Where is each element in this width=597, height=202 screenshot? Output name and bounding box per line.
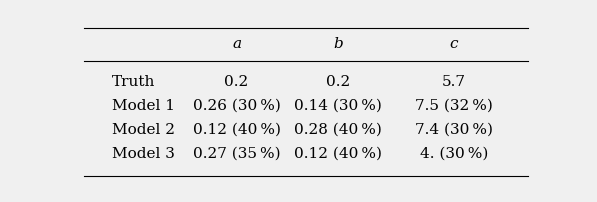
Text: 0.2: 0.2: [224, 75, 249, 89]
Text: 0.26 (30 %): 0.26 (30 %): [193, 99, 281, 113]
Text: Model 1: Model 1: [112, 99, 175, 113]
Text: c: c: [450, 37, 458, 51]
Text: b: b: [334, 37, 343, 51]
Text: 0.14 (30 %): 0.14 (30 %): [294, 99, 382, 113]
Text: 0.2: 0.2: [326, 75, 350, 89]
Text: 4. (30 %): 4. (30 %): [420, 147, 488, 161]
Text: 0.28 (40 %): 0.28 (40 %): [294, 123, 382, 137]
Text: a: a: [232, 37, 241, 51]
Text: 0.27 (35 %): 0.27 (35 %): [193, 147, 281, 161]
Text: 7.4 (30 %): 7.4 (30 %): [415, 123, 493, 137]
Text: 0.12 (40 %): 0.12 (40 %): [193, 123, 281, 137]
Text: Model 3: Model 3: [112, 147, 174, 161]
Text: Model 2: Model 2: [112, 123, 175, 137]
Text: 0.12 (40 %): 0.12 (40 %): [294, 147, 382, 161]
Text: 5.7: 5.7: [442, 75, 466, 89]
Text: 7.5 (32 %): 7.5 (32 %): [415, 99, 493, 113]
Text: Truth: Truth: [112, 75, 155, 89]
